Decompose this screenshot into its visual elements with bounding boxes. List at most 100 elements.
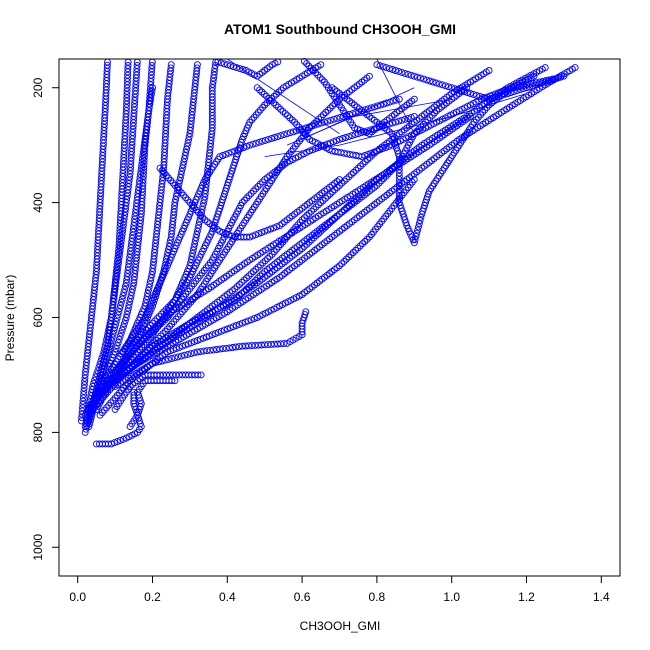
data-point bbox=[123, 84, 131, 92]
data-point bbox=[135, 180, 143, 188]
data-point bbox=[119, 435, 127, 443]
data-point bbox=[349, 249, 357, 256]
data-point bbox=[121, 208, 129, 216]
data-point bbox=[181, 155, 188, 163]
data-point bbox=[193, 61, 201, 69]
data-point bbox=[169, 299, 177, 307]
data-point bbox=[158, 357, 166, 365]
data-point bbox=[330, 115, 338, 123]
data-point bbox=[118, 359, 126, 367]
data-point bbox=[86, 409, 94, 417]
x-axis-label: CH3OOH_GMI bbox=[300, 619, 381, 633]
data-point bbox=[120, 218, 128, 226]
data-point bbox=[122, 205, 129, 213]
data-point bbox=[423, 76, 431, 84]
data-point bbox=[280, 340, 288, 348]
data-point bbox=[216, 227, 224, 235]
x-tick-label: 1.4 bbox=[593, 590, 610, 604]
data-point bbox=[123, 273, 131, 281]
data-point bbox=[293, 121, 301, 129]
data-point bbox=[342, 112, 350, 119]
data-point bbox=[116, 332, 124, 340]
data-point bbox=[339, 135, 347, 142]
data-point bbox=[154, 322, 162, 330]
data-point bbox=[132, 358, 140, 366]
data-point bbox=[115, 253, 123, 261]
data-point bbox=[139, 151, 147, 159]
data-point bbox=[171, 354, 179, 362]
data-point bbox=[255, 138, 263, 146]
data-point bbox=[182, 194, 190, 202]
data-point bbox=[94, 381, 102, 388]
data-point bbox=[122, 314, 130, 321]
data-point bbox=[161, 316, 169, 324]
data-point bbox=[193, 231, 201, 238]
data-point bbox=[118, 326, 126, 334]
data-point bbox=[142, 326, 150, 334]
x-tick-label: 0.0 bbox=[69, 590, 86, 604]
data-point bbox=[193, 64, 201, 72]
data-point bbox=[544, 77, 552, 85]
data-point bbox=[277, 86, 285, 94]
data-point bbox=[92, 387, 100, 395]
data-point bbox=[88, 403, 96, 411]
data-point bbox=[407, 113, 415, 121]
data-point bbox=[126, 295, 134, 303]
y-tick-label: 400 bbox=[31, 192, 45, 212]
data-point bbox=[193, 348, 201, 356]
data-point bbox=[174, 353, 182, 361]
data-point bbox=[245, 283, 253, 291]
data-point bbox=[81, 374, 89, 382]
x-tick-label: 1.0 bbox=[443, 590, 460, 604]
data-point bbox=[82, 425, 90, 433]
data-point bbox=[248, 116, 256, 124]
data-point bbox=[308, 207, 315, 215]
data-point bbox=[300, 242, 308, 250]
data-point bbox=[107, 317, 115, 325]
data-point bbox=[187, 350, 195, 358]
data-point bbox=[190, 338, 198, 346]
data-point bbox=[124, 65, 132, 73]
data-point bbox=[148, 87, 156, 95]
data-point bbox=[354, 164, 362, 172]
data-point bbox=[428, 111, 436, 119]
data-point bbox=[448, 84, 456, 92]
data-point bbox=[256, 272, 264, 280]
data-point bbox=[314, 71, 322, 79]
data-point bbox=[297, 126, 305, 134]
data-point bbox=[145, 103, 153, 111]
data-point bbox=[116, 361, 124, 369]
data-point bbox=[127, 349, 135, 357]
data-point bbox=[532, 81, 540, 89]
data-point bbox=[187, 339, 195, 347]
data-point bbox=[322, 109, 330, 116]
data-point bbox=[81, 428, 89, 436]
data-point bbox=[107, 371, 115, 379]
data-point bbox=[347, 251, 355, 259]
data-point bbox=[415, 223, 422, 231]
data-point bbox=[84, 419, 92, 427]
data-point bbox=[171, 181, 179, 189]
data-point bbox=[301, 311, 309, 319]
data-point bbox=[145, 283, 153, 291]
data-point bbox=[110, 439, 118, 447]
data-point bbox=[119, 221, 127, 229]
data-point bbox=[257, 261, 264, 269]
data-point bbox=[510, 88, 518, 96]
data-point bbox=[113, 272, 121, 280]
data-point bbox=[127, 247, 134, 255]
data-point bbox=[429, 78, 437, 86]
data-point bbox=[83, 422, 91, 430]
data-point bbox=[119, 292, 127, 300]
data-point bbox=[289, 128, 297, 136]
data-point bbox=[119, 323, 127, 331]
data-point bbox=[133, 196, 141, 204]
data-point bbox=[168, 355, 176, 362]
data-point bbox=[395, 95, 403, 103]
data-point bbox=[259, 178, 266, 186]
data-point bbox=[135, 183, 143, 191]
data-point bbox=[123, 94, 131, 102]
data-point bbox=[116, 250, 124, 258]
data-point bbox=[233, 283, 241, 291]
data-point bbox=[416, 217, 424, 224]
